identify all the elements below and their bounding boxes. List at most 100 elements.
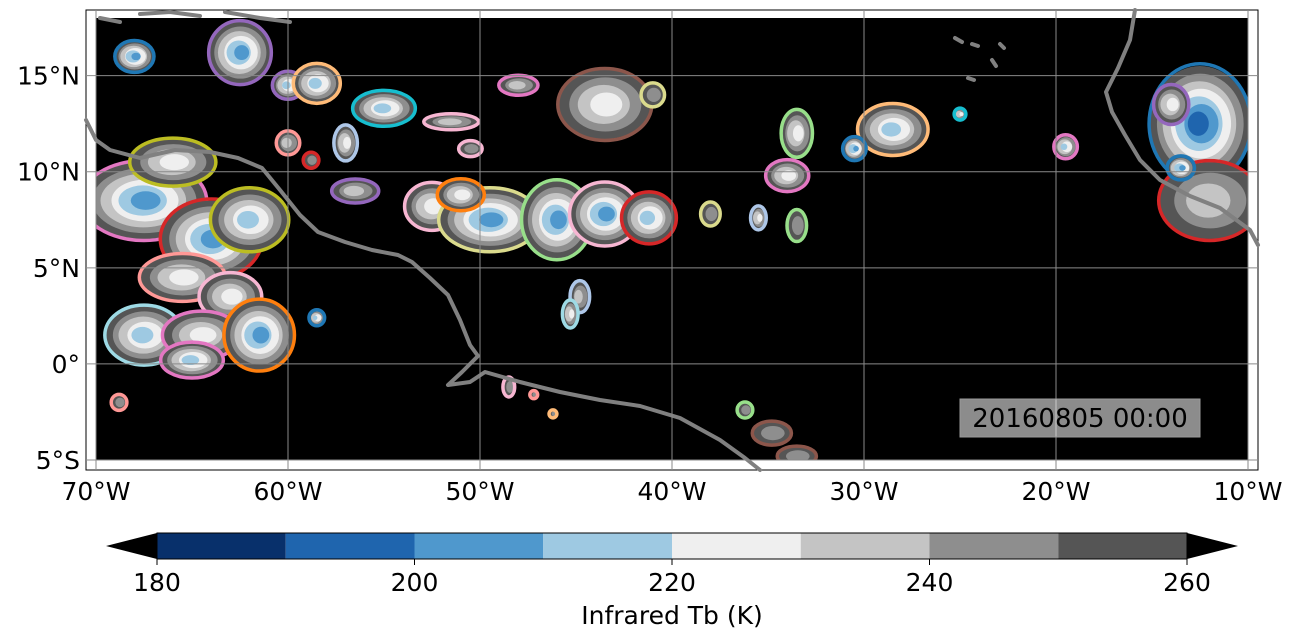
cloud-object-outline (332, 123, 360, 163)
tb-contour-fill (1179, 165, 1186, 171)
cloud-object-outline (698, 200, 722, 228)
cloud-cluster (750, 419, 794, 447)
tb-contour-fill (169, 269, 199, 286)
tb-contour-fill (574, 289, 583, 304)
lon-tick-label: 70°W (61, 477, 130, 506)
cloud-cluster (329, 177, 381, 205)
lat-tick-label: 5°N (33, 254, 80, 283)
cloud-object-outline (763, 157, 811, 194)
tb-contour-fill (550, 210, 567, 230)
cloud-object-outline (619, 190, 679, 246)
cloud-cluster (456, 138, 484, 159)
coastline-south-america (84, 118, 762, 472)
cloud-object-outline (158, 340, 226, 380)
lon-tick-label: 40°W (637, 477, 706, 506)
cloud-cluster (222, 297, 297, 373)
cloud-object-outline (785, 207, 809, 244)
cloud-cluster (560, 298, 580, 330)
tb-contour-fill (237, 210, 259, 229)
colorbar-bin (672, 533, 801, 559)
tb-contour-fill (791, 216, 804, 236)
cloud-cluster (109, 392, 129, 413)
colorbar-tick-label: 220 (648, 568, 696, 597)
tb-contour-fill (1187, 111, 1209, 136)
lon-tick-label: 10°W (1213, 477, 1282, 506)
lon-tick-label: 20°W (1021, 477, 1090, 506)
lat-tick-label: 15°N (17, 62, 80, 91)
cloud-cluster (137, 251, 228, 304)
cloud-cluster (735, 400, 755, 420)
colorbar-under-arrow (106, 533, 157, 559)
cloud-object-outline (1156, 158, 1248, 243)
tb-contour-fill (181, 355, 200, 366)
cloud-object-outline (952, 106, 968, 122)
tb-contour-fill (282, 81, 291, 90)
coastline-caribbean-islands (98, 10, 292, 24)
cloud-cluster (350, 88, 418, 129)
cloud-cluster (528, 388, 540, 401)
tb-contour-fill (308, 77, 322, 89)
cloud-cluster (855, 101, 930, 158)
tb-contour-fill (307, 155, 317, 165)
cloud-cluster (301, 150, 321, 170)
tb-contour-fill (705, 206, 718, 222)
cloud-object-outline (528, 388, 540, 401)
cloud-object-outline (750, 419, 794, 447)
latitude-tick-labels: 15°N 10°N 5°N 0° 5°S (17, 62, 80, 475)
tb-contour-fill (343, 185, 365, 197)
cloud-object-outline (735, 400, 755, 420)
cloud-cluster (435, 177, 487, 213)
coastline-africa (1104, 8, 1260, 247)
tb-contour-fill (131, 52, 141, 61)
cloud-cluster (1151, 82, 1191, 127)
cloud-object-outline (1052, 133, 1080, 161)
colorbar-tick-label: 260 (1163, 568, 1211, 597)
tb-contour-fill (373, 103, 392, 114)
tb-contour-fill (115, 397, 125, 408)
colorbar-label: Infrared Tb (K) (581, 601, 763, 630)
lat-tick-label: 0° (52, 350, 80, 379)
colorbar: 180 200 220 240 260 Infrared Tb (K) (106, 532, 1238, 630)
tb-contour-fill (761, 426, 785, 441)
colorbar-tick-label: 180 (133, 568, 181, 597)
cloud-cluster (698, 200, 722, 228)
cloud-cluster (332, 123, 360, 163)
lon-tick-label: 50°W (445, 477, 514, 506)
cloud-cluster (501, 375, 517, 399)
tb-contour-fill (792, 125, 804, 142)
cloud-object-outline (560, 298, 580, 330)
cloud-object-outline (1165, 154, 1197, 182)
coastlines (84, 8, 1260, 472)
cloud-cluster (307, 308, 327, 328)
cloud-cluster (208, 186, 291, 254)
tb-contour-fill (569, 309, 575, 319)
cloud-object-outline (208, 186, 291, 254)
tb-contour-fill (131, 326, 154, 344)
cloud-cluster (619, 190, 679, 246)
cloud-object-outline (568, 278, 592, 315)
tb-contour-fill (646, 87, 661, 102)
cloud-cluster (639, 81, 667, 109)
cloud-cluster (113, 38, 156, 75)
cloud-object-outline (113, 38, 156, 75)
cloud-cluster (779, 107, 815, 160)
tb-contour-fill (853, 145, 859, 152)
colorbar-bin (543, 533, 672, 559)
tb-contour-fill (590, 92, 623, 117)
cloud-cluster (160, 309, 243, 361)
cloud-object-outline (127, 136, 218, 188)
cloud-cluster (785, 207, 809, 244)
tb-contour-fill (437, 118, 462, 126)
colorbar-tick-label: 200 (391, 568, 439, 597)
tb-contour-fill (252, 326, 270, 344)
cloud-cluster (840, 134, 868, 163)
cloud-object-outline (350, 88, 418, 129)
lat-tick-label: 10°N (17, 158, 80, 187)
tb-contour-fill (464, 143, 479, 154)
tb-contour-fill (508, 80, 526, 90)
tb-contour-fill (221, 288, 243, 305)
timestamp-label: 20160805 00:00 (959, 398, 1201, 438)
tb-contour-fill (189, 327, 217, 344)
cloud-cluster (158, 340, 226, 380)
colorbar-bin (157, 533, 286, 559)
